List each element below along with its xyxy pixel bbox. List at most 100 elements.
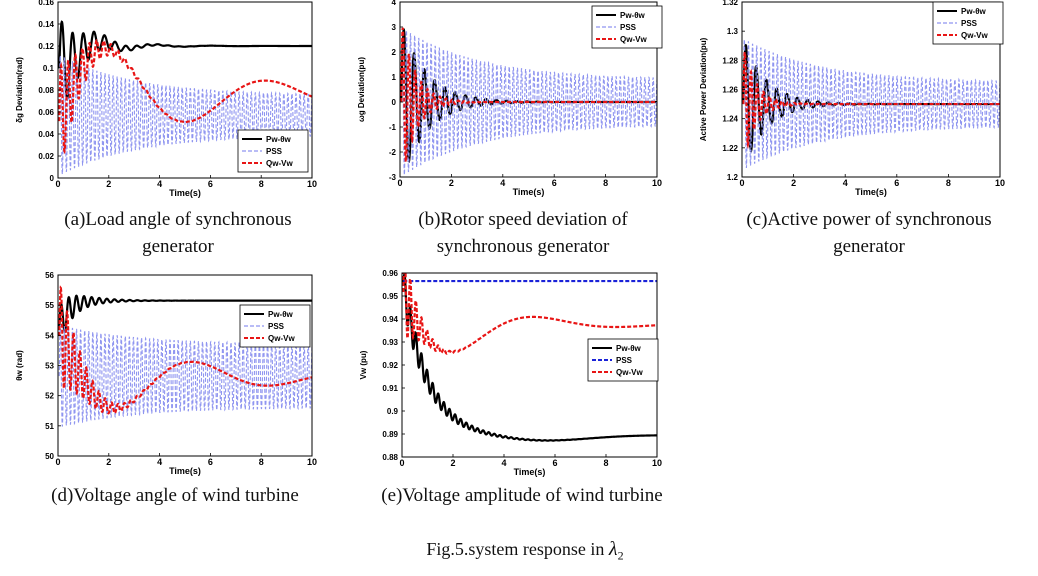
- y-tick-label-d-2: 52: [45, 392, 54, 401]
- legend-label-e-0: Pw-θw: [616, 344, 642, 353]
- lambda-symbol: λ: [608, 538, 618, 560]
- y-tick-label-c-6: 1.32: [722, 0, 738, 7]
- legend-label-b-2: Qw-Vw: [620, 35, 647, 44]
- y-tick-label-e-5: 0.93: [382, 338, 398, 347]
- legend-label-a-1: PSS: [266, 147, 283, 156]
- legend-box-a: [237, 129, 309, 173]
- y-axis-label-c: Active Power Deviation(pu): [699, 37, 708, 141]
- legend-label-c-0: Pw-θw: [961, 7, 987, 16]
- series-line-a-2: [58, 39, 312, 155]
- caption-b-text: (b)Rotor speed deviation of synchronous …: [418, 209, 628, 257]
- series-line-a-0: [58, 20, 312, 100]
- y-tick-label-b-1: -2: [389, 148, 397, 157]
- x-tick-label-e-1: 2: [450, 458, 455, 468]
- y-tick-label-e-7: 0.95: [382, 292, 398, 301]
- chart-d-svg: 0 2 4 6 8 10 50 51 52 53 54 55 56 Time(s) θw (rad) Pw-θ…: [15, 271, 317, 476]
- x-tick-label-e-4: 8: [603, 458, 608, 468]
- legend-label-d-1: PSS: [268, 322, 285, 331]
- y-tick-label-b-3: 0: [392, 98, 397, 107]
- y-tick-label-a-7: 0.14: [38, 20, 54, 29]
- y-axis-label-e: Vw (pu): [359, 350, 368, 379]
- legend-label-e-2: Qw-Vw: [616, 368, 643, 377]
- y-tick-label-b-7: 4: [392, 0, 397, 7]
- x-tick-label-b-3: 6: [552, 178, 557, 188]
- legend-label-c-1: PSS: [961, 19, 978, 28]
- chart-panel-b: 0 2 4 6 8 10 -3 -2 -1 0 1 2 3 4 Time(s) ωg Deviation(pu…: [357, 0, 670, 205]
- y-tick-label-c-2: 1.24: [722, 115, 738, 124]
- x-tick-label-b-1: 2: [449, 178, 454, 188]
- x-tick-label-c-0: 0: [739, 178, 744, 188]
- series-line-e-2: [402, 273, 657, 355]
- x-tick-label-d-1: 2: [106, 457, 111, 467]
- y-axis-label-d: θw (rad): [15, 350, 24, 381]
- y-tick-label-a-0: 0: [50, 174, 55, 183]
- x-tick-label-b-5: 10: [652, 178, 662, 188]
- x-tick-label-c-1: 2: [791, 178, 796, 188]
- legend-d: Pw-θw PSS Qw-Vw: [239, 304, 311, 348]
- legend-a: Pw-θw PSS Qw-Vw: [237, 129, 309, 173]
- x-axis-label-d: Time(s): [169, 466, 201, 476]
- y-tick-label-e-3: 0.91: [382, 384, 398, 393]
- legend-label-c-2: Qw-Vw: [961, 31, 988, 40]
- y-tick-label-e-2: 0.9: [387, 407, 399, 416]
- x-tick-label-a-2: 4: [157, 179, 162, 189]
- x-tick-label-c-3: 6: [894, 178, 899, 188]
- y-tick-label-a-3: 0.06: [38, 108, 54, 117]
- x-tick-label-d-2: 4: [157, 457, 162, 467]
- x-tick-label-c-2: 4: [843, 178, 848, 188]
- chart-e-svg: 0 2 4 6 8 10 0.88 0.89 0.9 0.91 0.92 0.93 0.94 0.95 0.…: [359, 269, 662, 477]
- y-tick-label-e-8: 0.96: [382, 269, 398, 278]
- caption-e: (e)Voltage amplitude of wind turbine: [374, 482, 670, 509]
- y-axis-label-b: ωg Deviation(pu): [357, 57, 366, 122]
- chart-panel-d: 0 2 4 6 8 10 50 51 52 53 54 55 56 Time(s) θw (rad) Pw-θ…: [0, 265, 335, 480]
- y-tick-label-c-3: 1.26: [722, 86, 738, 95]
- lambda-subscript: 2: [617, 548, 624, 563]
- y-tick-label-e-6: 0.94: [382, 315, 398, 324]
- x-tick-label-d-5: 10: [307, 457, 317, 467]
- y-tick-label-b-2: -1: [389, 123, 397, 132]
- caption-d-text: (d)Voltage angle of wind turbine: [51, 485, 299, 506]
- y-tick-label-b-5: 2: [392, 48, 397, 57]
- x-tick-label-b-2: 4: [500, 178, 505, 188]
- y-tick-label-e-0: 0.88: [382, 453, 398, 462]
- x-tick-label-b-4: 8: [603, 178, 608, 188]
- series-line-d-2: [58, 285, 312, 415]
- y-tick-label-c-5: 1.3: [727, 27, 739, 36]
- chart-panel-a: 0 2 4 6 8 10 0 0.02 0.04 0.06 0.08 0.1 0.12 0.14 0.16 T…: [0, 0, 335, 205]
- chart-a-svg: 0 2 4 6 8 10 0 0.02 0.04 0.06 0.08 0.1 0.12 0.14 0.16 T…: [15, 0, 317, 198]
- x-tick-label-b-0: 0: [397, 178, 402, 188]
- y-tick-label-d-4: 54: [45, 331, 54, 340]
- x-axis-label-b: Time(s): [513, 187, 545, 197]
- y-tick-label-a-2: 0.04: [38, 130, 54, 139]
- legend-b: Pw-θw PSS Qw-Vw: [591, 5, 663, 49]
- legend-label-b-0: Pw-θw: [620, 11, 646, 20]
- y-tick-label-a-4: 0.08: [38, 86, 54, 95]
- x-axis-label-e: Time(s): [514, 467, 546, 477]
- y-tick-label-a-8: 0.16: [38, 0, 54, 7]
- x-tick-label-a-5: 10: [307, 179, 317, 189]
- legend-e: Pw-θw PSS Qw-Vw: [587, 338, 659, 382]
- y-tick-label-b-0: -3: [389, 173, 397, 182]
- y-tick-label-e-4: 0.92: [382, 361, 398, 370]
- legend-label-d-0: Pw-θw: [268, 310, 294, 319]
- legend-label-d-2: Qw-Vw: [268, 334, 295, 343]
- legend-c: Pw-θw PSS Qw-Vw: [932, 1, 1004, 45]
- y-tick-label-d-1: 51: [45, 422, 54, 431]
- chart-panel-c: 0 2 4 6 8 10 1.2 1.22 1.24 1.26 1.28 1.3 1.32 Time(s)…: [690, 0, 1020, 205]
- chart-panel-e: 0 2 4 6 8 10 0.88 0.89 0.9 0.91 0.92 0.93 0.94 0.95 0.…: [359, 263, 670, 483]
- series-line-b-1: [400, 27, 657, 175]
- series-line-d-0: [58, 294, 312, 334]
- figure-caption-text: Fig.5.system response in: [426, 539, 605, 559]
- y-tick-label-c-0: 1.2: [727, 173, 739, 182]
- x-axis-label-c: Time(s): [855, 187, 887, 197]
- y-tick-label-d-5: 55: [45, 301, 54, 310]
- legend-label-a-2: Qw-Vw: [266, 159, 293, 168]
- axes-box-b: [399, 1, 658, 178]
- caption-c: (c)Active power of synchronous generator: [710, 206, 1028, 260]
- y-axis-label-a: δg Deviation(rad): [15, 57, 24, 123]
- legend-label-e-1: PSS: [616, 356, 633, 365]
- caption-b: (b)Rotor speed deviation of synchronous …: [384, 206, 662, 260]
- x-tick-label-e-2: 4: [501, 458, 506, 468]
- series-line-b-2: [400, 27, 657, 162]
- x-tick-label-d-4: 8: [259, 457, 264, 467]
